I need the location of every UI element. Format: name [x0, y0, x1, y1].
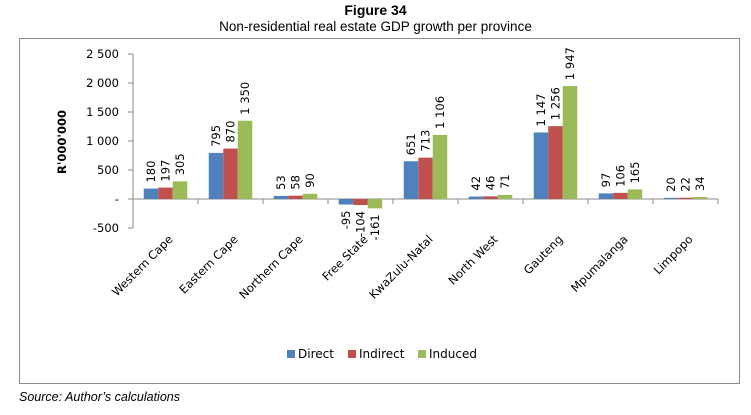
bar-induced — [367, 199, 383, 209]
bar-indirect — [613, 192, 628, 199]
data-label: 305 — [173, 153, 187, 175]
chart-subtitle: Non-residential real estate GDP growth p… — [219, 19, 532, 34]
bar-indirect — [288, 195, 303, 199]
bar-direct — [403, 161, 419, 199]
data-label: 106 — [614, 165, 628, 187]
bar-direct — [468, 196, 484, 199]
legend-label-indirect: Indirect — [359, 347, 405, 361]
data-label: 53 — [274, 175, 288, 190]
bar-direct — [208, 152, 224, 199]
legend-label-induced: Induced — [429, 347, 477, 361]
legend-swatch-induced — [418, 350, 426, 358]
category-label: Gauteng — [521, 232, 566, 277]
data-label: 90 — [303, 173, 317, 188]
bars — [143, 86, 708, 209]
legend-swatch-direct — [287, 350, 295, 358]
y-tick-label: 1 500 — [86, 105, 119, 119]
bar-direct — [663, 197, 679, 199]
category-label: Northern Cape — [236, 232, 305, 301]
x-axis — [132, 198, 719, 204]
figure-title: Figure 34 — [344, 2, 407, 18]
category-label: Eastern Cape — [176, 232, 240, 296]
data-label: 22 — [679, 177, 693, 192]
data-label: 97 — [599, 173, 613, 188]
legend-label-direct: Direct — [298, 347, 334, 361]
bar-induced — [562, 86, 578, 199]
data-label: 1 106 — [433, 96, 447, 129]
data-label: -161 — [368, 214, 382, 240]
y-tick-label: 500 — [97, 163, 119, 177]
bar-indirect — [483, 196, 498, 199]
data-label: 1 147 — [534, 94, 548, 127]
bar-direct — [533, 132, 549, 199]
bar-induced — [692, 197, 708, 199]
category-label: North West — [445, 232, 501, 288]
bar-direct — [143, 188, 159, 199]
bar-indirect — [548, 126, 563, 199]
legend: Direct Indirect Induced — [287, 347, 477, 361]
data-label: 42 — [469, 176, 483, 191]
data-label: 46 — [484, 176, 498, 191]
bar-direct — [273, 195, 289, 199]
y-tick-label: -500 — [93, 221, 119, 235]
bar-direct — [598, 193, 614, 199]
data-label: -95 — [339, 211, 353, 230]
category-label: Western Cape — [109, 232, 176, 299]
bar-induced — [497, 194, 513, 199]
y-tick-label: 2 500 — [86, 47, 119, 61]
bar-indirect — [678, 197, 693, 199]
data-label: 34 — [693, 176, 707, 191]
chart-frame — [19, 38, 740, 384]
y-tick-label: 1 000 — [86, 134, 119, 148]
bar-induced — [237, 120, 253, 199]
category-label: Mpumalanga — [568, 232, 631, 295]
category-label: KwaZulu-Natal — [366, 232, 435, 301]
bar-induced — [302, 193, 318, 199]
data-label: 713 — [419, 130, 433, 152]
bar-induced — [432, 134, 448, 199]
bar-indirect — [158, 187, 173, 199]
data-label: 795 — [209, 125, 223, 147]
data-label: 180 — [144, 161, 158, 183]
bar-induced — [627, 189, 643, 199]
source-note: Source: Author’s calculations — [19, 390, 180, 404]
data-label: 870 — [224, 121, 238, 143]
category-label: Limpopo — [651, 232, 696, 277]
y-tick-label: - — [115, 192, 119, 206]
data-label: 58 — [289, 175, 303, 190]
bar-direct — [338, 199, 354, 205]
bar-indirect — [353, 199, 368, 206]
data-label: -104 — [354, 211, 368, 237]
data-label: 651 — [404, 133, 418, 155]
data-label: 1 350 — [238, 82, 252, 115]
data-label: 20 — [664, 177, 678, 192]
legend-swatch-indirect — [348, 350, 356, 358]
data-label: 197 — [159, 160, 173, 182]
y-axis-label: R'000'000 — [55, 110, 69, 174]
data-label: 71 — [498, 174, 512, 189]
data-label: 1 256 — [549, 87, 563, 120]
y-tick-label: 2 000 — [86, 76, 119, 90]
bar-induced — [172, 181, 188, 199]
data-label: 1 947 — [563, 47, 577, 80]
bar-indirect — [223, 148, 238, 199]
category-label: Free State — [319, 232, 370, 283]
bar-indirect — [418, 157, 433, 199]
data-label: 165 — [628, 161, 642, 183]
